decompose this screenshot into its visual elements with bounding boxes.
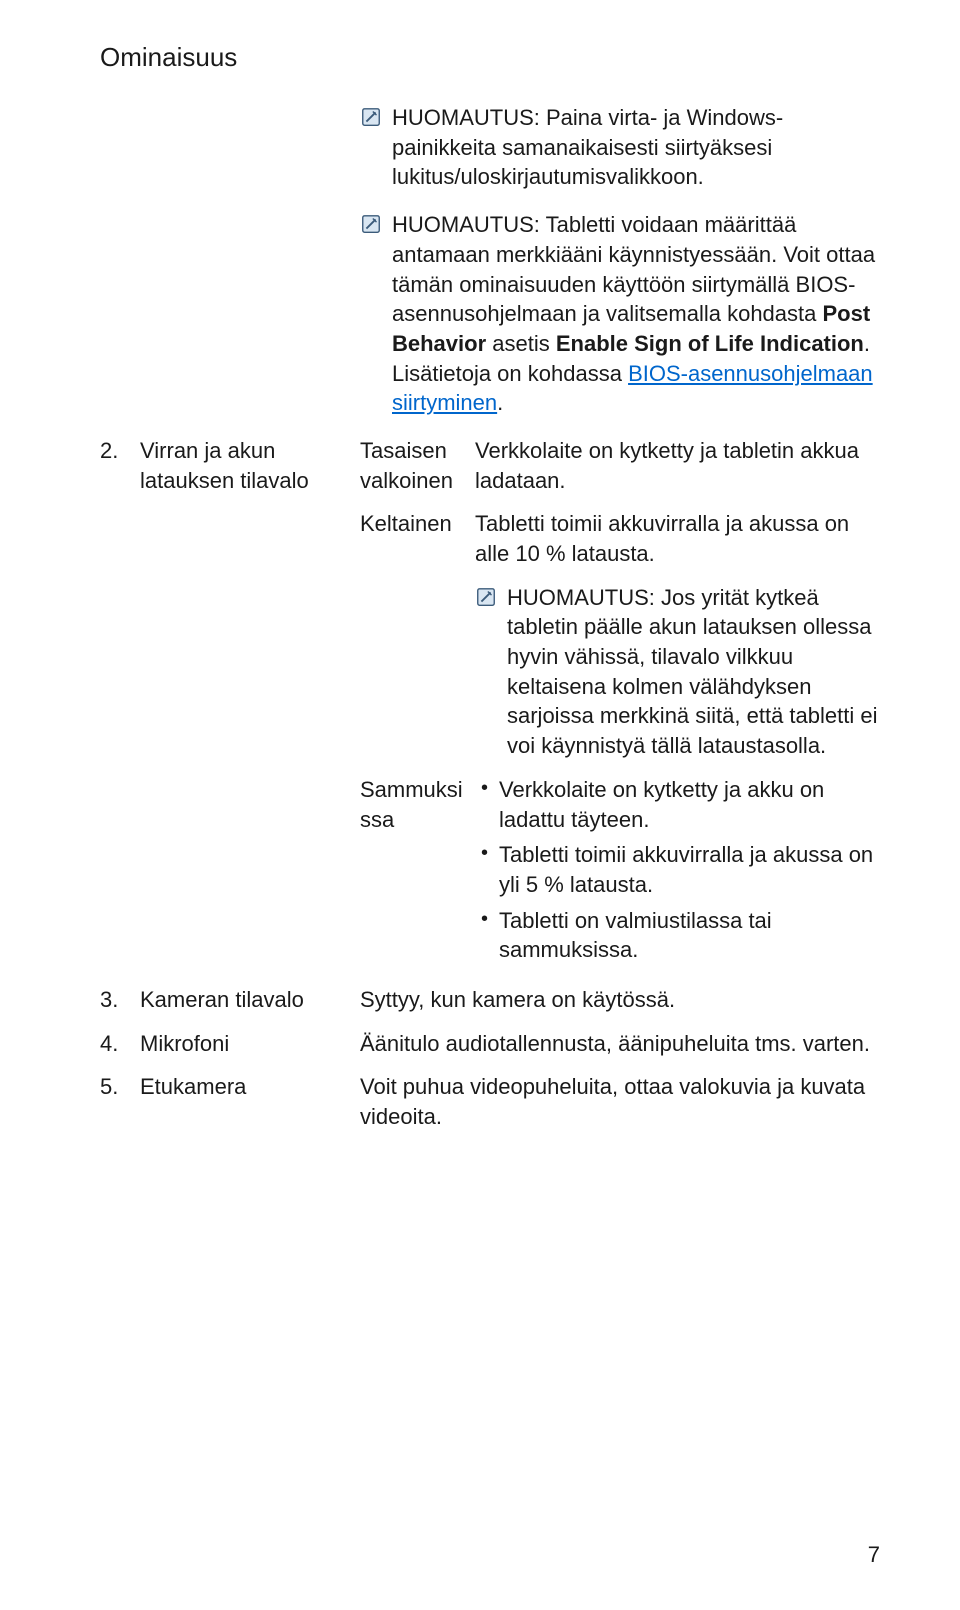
state-label: Keltainen <box>360 509 475 539</box>
state-label: Tasaisen valkoinen <box>360 436 475 495</box>
note-label: HUOMAUTUS: <box>507 585 655 610</box>
feature-row-3: 3. Kameran tilavalo Syttyy, kun kamera o… <box>100 985 880 1015</box>
list-item: Verkkolaite on kytketty ja akku on ladat… <box>475 775 880 834</box>
note-body-b: asetis <box>486 331 556 356</box>
feature-name: Etukamera <box>140 1072 360 1102</box>
feature-name: Kameran tilavalo <box>140 985 360 1015</box>
note-block-1: HUOMAUTUS: Paina virta- ja Windows-paini… <box>360 103 880 192</box>
feature-subrow-off: Sammuksissa Verkkolaite on kytketty ja a… <box>360 775 880 971</box>
feature-name: Virran ja akun latauksen tilavalo <box>140 436 360 495</box>
state-desc: Tabletti toimii akkuvirralla ja akussa o… <box>475 509 880 568</box>
note-body-d: . <box>497 390 503 415</box>
note-body: Jos yrität kytkeä tabletin päälle akun l… <box>507 585 878 758</box>
feature-subrow-yellow: Keltainen Tabletti toimii akkuvirralla j… <box>360 509 880 761</box>
feature-desc: Syttyy, kun kamera on käytössä. <box>360 985 880 1015</box>
feature-row-2: 2. Virran ja akun latauksen tilavalo Tas… <box>100 436 880 495</box>
state-desc: Verkkolaite on kytketty ja tabletin akku… <box>475 436 880 495</box>
inline-note-text: HUOMAUTUS: Jos yrität kytkeä tabletin pä… <box>507 583 880 761</box>
page-number: 7 <box>868 1540 880 1570</box>
note-label: HUOMAUTUS: <box>392 105 540 130</box>
note-icon <box>360 213 382 235</box>
feature-name: Mikrofoni <box>140 1029 360 1059</box>
list-item: Tabletti on valmiustilassa tai sammuksis… <box>475 906 880 965</box>
note-icon <box>360 106 382 128</box>
item-number: 2. <box>100 436 140 466</box>
note-icon <box>475 586 497 608</box>
feature-desc: Voit puhua videopuheluita, ottaa valokuv… <box>360 1072 880 1131</box>
list-item: Tabletti toimii akkuvirralla ja akussa o… <box>475 840 880 899</box>
item-number: 4. <box>100 1029 140 1059</box>
feature-row-5: 5. Etukamera Voit puhua videopuheluita, … <box>100 1072 880 1131</box>
note-text-2: HUOMAUTUS: Tabletti voidaan määrittää an… <box>392 210 880 418</box>
note-bold-2: Enable Sign of Life Indication <box>556 331 864 356</box>
item-number: 3. <box>100 985 140 1015</box>
state-desc-wrap: Tabletti toimii akkuvirralla ja akussa o… <box>475 509 880 761</box>
state-label: Sammuksissa <box>360 775 475 834</box>
note-text-1: HUOMAUTUS: Paina virta- ja Windows-paini… <box>392 103 880 192</box>
section-heading: Ominaisuus <box>100 40 880 75</box>
feature-row-4: 4. Mikrofoni Äänitulo audiotallennusta, … <box>100 1029 880 1059</box>
feature-desc: Äänitulo audiotallennusta, äänipuheluita… <box>360 1029 880 1059</box>
item-number: 5. <box>100 1072 140 1102</box>
note-label: HUOMAUTUS: <box>392 212 540 237</box>
note-block-2: HUOMAUTUS: Tabletti voidaan määrittää an… <box>360 210 880 418</box>
state-desc-wrap: Verkkolaite on kytketty ja akku on ladat… <box>475 775 880 971</box>
inline-note: HUOMAUTUS: Jos yrität kytkeä tabletin pä… <box>475 583 880 761</box>
bullet-list: Verkkolaite on kytketty ja akku on ladat… <box>475 775 880 965</box>
